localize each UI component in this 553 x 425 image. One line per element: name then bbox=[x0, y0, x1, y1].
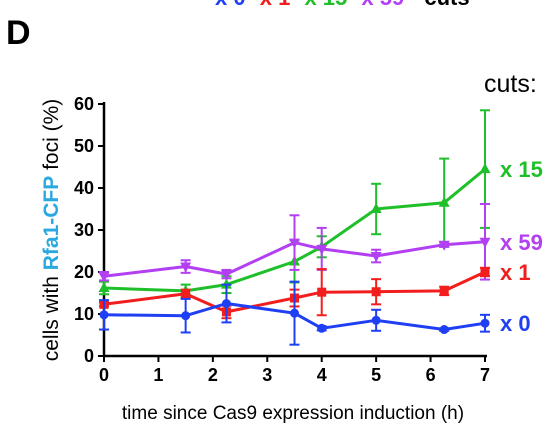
data-point bbox=[317, 323, 327, 333]
y-tick-label: 0 bbox=[84, 346, 94, 366]
top-legend-x59: x 59 bbox=[361, 0, 404, 10]
data-point bbox=[98, 272, 110, 283]
data-point bbox=[438, 240, 450, 251]
y-axis-label-suffix: foci (%) bbox=[40, 99, 63, 176]
data-point bbox=[290, 308, 299, 318]
series-label: x 1 bbox=[500, 260, 531, 285]
data-point bbox=[439, 325, 449, 335]
y-tick-label: 20 bbox=[74, 262, 94, 282]
data-point bbox=[370, 203, 382, 213]
y-axis-label-highlight: Rfa1-CFP bbox=[40, 176, 63, 271]
top-legend: x 0 x 1 x 15 x 59 cuts bbox=[215, 0, 470, 10]
x-tick-label: 2 bbox=[208, 365, 218, 385]
x-tick-label: 7 bbox=[480, 365, 490, 385]
x-tick-label: 5 bbox=[371, 365, 381, 385]
legend-title: cuts: bbox=[484, 70, 537, 98]
y-tick-label: 30 bbox=[74, 220, 94, 240]
x-tick-label: 6 bbox=[426, 365, 436, 385]
series-layer bbox=[98, 109, 491, 346]
y-tick-label: 50 bbox=[74, 136, 94, 156]
data-point bbox=[371, 287, 381, 297]
data-point bbox=[220, 270, 232, 281]
x-tick-label: 1 bbox=[153, 365, 163, 385]
y-tick-label: 10 bbox=[74, 304, 94, 324]
y-axis-label-prefix: cells with bbox=[40, 270, 63, 361]
series-label: x 59 bbox=[500, 230, 543, 255]
data-point bbox=[480, 318, 490, 328]
data-point bbox=[221, 299, 231, 308]
data-point bbox=[316, 244, 328, 255]
data-point bbox=[180, 262, 192, 273]
series-line bbox=[103, 302, 486, 331]
series-label: x 15 bbox=[500, 157, 543, 182]
x-tick-label: 4 bbox=[317, 365, 327, 385]
y-tick-label: 40 bbox=[74, 178, 94, 198]
x-tick-label: 0 bbox=[99, 365, 109, 385]
x-axis-label: time since Cas9 expression induction (h) bbox=[122, 403, 464, 424]
data-point bbox=[370, 252, 382, 263]
axes: 0 10 20 30 40 50 60 0 1 2 3 4 5 6 7 bbox=[74, 94, 490, 385]
data-point bbox=[181, 311, 191, 321]
series-line bbox=[103, 270, 486, 314]
data-point bbox=[438, 196, 450, 207]
data-point bbox=[479, 237, 491, 248]
series-line bbox=[103, 167, 486, 293]
top-legend-x15: x 15 bbox=[304, 0, 347, 10]
data-point bbox=[99, 310, 109, 320]
y-tick-label: 60 bbox=[74, 94, 94, 114]
data-point bbox=[371, 315, 381, 325]
series-x59 bbox=[98, 202, 491, 283]
y-axis-label: cells with Rfa1-CFP foci (%) bbox=[40, 99, 63, 362]
data-point bbox=[181, 289, 191, 299]
x-tick-label: 3 bbox=[262, 365, 272, 385]
data-point bbox=[98, 281, 110, 292]
top-legend-x0: x 0 bbox=[215, 0, 246, 10]
series-line bbox=[103, 240, 486, 278]
data-point bbox=[480, 267, 490, 277]
series-label: x 0 bbox=[500, 311, 531, 336]
series-x0 bbox=[99, 280, 490, 346]
panel-label: D bbox=[6, 14, 31, 52]
data-point bbox=[289, 238, 300, 249]
data-point bbox=[317, 287, 327, 297]
top-legend-cuts: cuts bbox=[424, 0, 469, 10]
series-labels: x 15 x 59 x 1 x 0 bbox=[500, 157, 543, 336]
data-point bbox=[479, 163, 491, 174]
top-legend-x1: x 1 bbox=[260, 0, 291, 10]
data-point bbox=[439, 286, 449, 296]
